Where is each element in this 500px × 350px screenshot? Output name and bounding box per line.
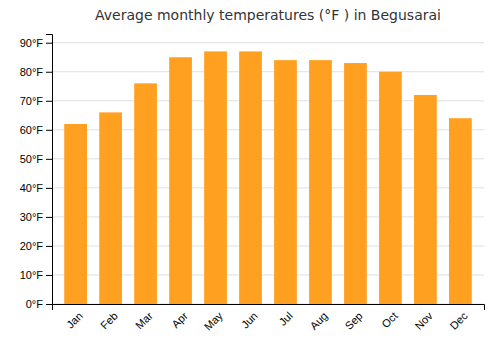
x-axis: Jan Feb Mar Apr May Jun Jul Aug Sep Oct Nov Dec: [53, 305, 485, 333]
x-tick: Aug: [307, 310, 329, 332]
tick-label: May: [202, 309, 226, 333]
tick-label: Jan: [64, 310, 85, 331]
plot-area: 0°F 10°F 20°F 30°F 40°F 50°F 60°F 70°F 80°F 90°F J…: [20, 35, 485, 333]
x-tick: Jan: [64, 310, 85, 331]
grid: [52, 43, 484, 304]
y-tick: 40°F: [20, 182, 52, 194]
tick-mark: [46, 72, 52, 73]
bar: [64, 124, 87, 304]
x-tick: May: [202, 309, 226, 333]
y-tick: 0°F: [26, 298, 52, 310]
bar: [379, 72, 402, 304]
tick-label: Apr: [169, 309, 190, 330]
tick-label: 20°F: [20, 240, 44, 252]
bar: [414, 95, 437, 304]
y-tick: 30°F: [20, 211, 52, 223]
tick-label: Nov: [412, 309, 435, 332]
tick-label: 60°F: [20, 124, 44, 136]
x-tick: Sep: [342, 310, 364, 332]
title: Average monthly temperatures (°F ) in Be…: [95, 7, 441, 23]
bar: [169, 57, 192, 304]
tick-mark: [46, 246, 52, 247]
tick-label: 30°F: [20, 211, 44, 223]
tick-label: 90°F: [20, 37, 44, 49]
y-tick: 80°F: [20, 66, 52, 78]
tick-mark: [46, 43, 52, 44]
x-tick: Mar: [133, 309, 155, 331]
bar: [134, 83, 157, 304]
tick-label: Jun: [239, 310, 260, 331]
x-tick: Nov: [412, 309, 435, 332]
bar: [204, 51, 227, 304]
y-tick: 90°F: [20, 37, 52, 49]
tick-mark: [46, 159, 52, 160]
tick-label: Mar: [133, 309, 155, 331]
x-tick: Apr: [169, 309, 190, 330]
y-tick: 70°F: [20, 95, 52, 107]
bars: [64, 51, 472, 304]
tick-label: Feb: [98, 310, 120, 332]
tick-mark: [46, 130, 52, 131]
x-tick: Feb: [98, 310, 120, 332]
tick-label: Sep: [342, 310, 364, 332]
bar: [274, 60, 297, 304]
x-tick: Dec: [447, 309, 470, 332]
bar: [449, 118, 472, 304]
tick-label: Dec: [447, 309, 470, 332]
tick-label: 0°F: [26, 298, 44, 310]
tick-label: 70°F: [20, 95, 44, 107]
tick-label: 80°F: [20, 66, 44, 78]
x-tick: Oct: [379, 310, 400, 331]
bar: [344, 63, 367, 304]
axis-line: [46, 35, 53, 305]
y-tick: 20°F: [20, 240, 52, 252]
tick-mark: [46, 217, 52, 218]
tick-label: 50°F: [20, 153, 44, 165]
tick-label: Aug: [307, 310, 329, 332]
grid-line: [52, 71, 484, 72]
tick-label: 40°F: [20, 182, 44, 194]
tick-mark: [46, 275, 52, 276]
tick-label: Jul: [276, 310, 294, 328]
bar: [99, 112, 122, 304]
tick-mark: [46, 188, 52, 189]
chart: 0°F 10°F 20°F 30°F 40°F 50°F 60°F 70°F 80°F 90°F J…: [0, 0, 500, 350]
x-tick: Jul: [276, 310, 294, 328]
y-tick: 60°F: [20, 124, 52, 136]
axis-line: [53, 305, 485, 311]
y-tick: 10°F: [20, 269, 52, 281]
y-tick: 50°F: [20, 153, 52, 165]
bar: [309, 60, 332, 304]
y-axis: 0°F 10°F 20°F 30°F 40°F 50°F 60°F 70°F 80°F 90°F: [20, 35, 53, 311]
tick-mark: [46, 101, 52, 102]
bar: [239, 51, 262, 304]
x-tick: Jun: [239, 310, 260, 331]
tick-label: 10°F: [20, 269, 44, 281]
grid-line: [52, 42, 484, 43]
tick-label: Oct: [379, 310, 400, 331]
tick-mark: [46, 304, 52, 305]
